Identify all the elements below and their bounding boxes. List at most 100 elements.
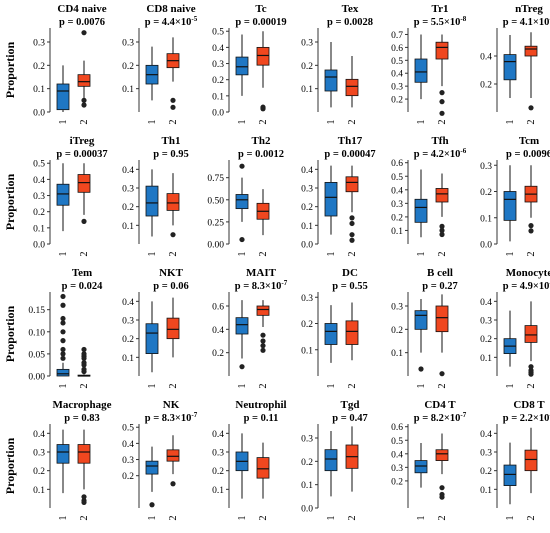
y-tick-label: 0.2	[391, 477, 403, 487]
p-value: p = 0.11	[244, 413, 279, 424]
y-tick-label: 0.1	[480, 354, 492, 364]
y-tick-label: 0.1	[33, 85, 45, 95]
y-tick-label: 0.3	[33, 39, 45, 49]
outlier-point	[60, 329, 66, 335]
outlier-point	[60, 355, 66, 361]
panel: Th17 p = 0.00047 0.0 0.1 0.2 0.3 0.4 1 2	[301, 135, 375, 257]
box-group-2	[77, 444, 91, 464]
panel: Tc p = 0.00019 0.0 0.1 0.2 0.3 0.4 0.5 1 2	[212, 3, 286, 125]
y-tick-label: 0.2	[122, 62, 134, 72]
y-tick-label: 0.3	[391, 200, 403, 210]
outlier-point	[439, 494, 445, 500]
box-group-1	[235, 56, 249, 76]
outlier-point	[60, 346, 66, 353]
outlier-point	[528, 228, 534, 234]
y-tick-label: 0.3	[301, 39, 313, 49]
y-tick-label: 0.1	[301, 85, 313, 95]
y-tick-label: 0.6	[212, 303, 224, 313]
y-tick-label: 0.0	[212, 109, 224, 119]
panel-title: Neutrophil	[235, 399, 286, 411]
x-tick-label: 2	[79, 384, 90, 389]
outlier-point	[81, 499, 87, 505]
x-tick-label: 1	[58, 516, 69, 521]
box-group-2	[524, 325, 538, 343]
outlier-point	[260, 106, 266, 112]
outlier-point	[439, 371, 445, 377]
y-tick-label: 0.4	[33, 430, 45, 440]
p-value: p = 4.9×10-6	[503, 279, 550, 292]
outlier-point	[439, 485, 445, 491]
x-tick-label: 1	[58, 384, 69, 389]
outlier-point	[260, 338, 266, 344]
y-tick-label: 0.15	[28, 306, 45, 316]
y-tick-label: 0.2	[480, 335, 492, 345]
x-tick-label: 1	[237, 516, 248, 521]
box-group-2	[524, 449, 538, 472]
p-value: p = 0.83	[64, 413, 99, 424]
y-tick-label: 0.2	[480, 188, 492, 198]
panel-title: iTreg	[70, 135, 95, 147]
box-group-1	[56, 83, 70, 111]
p-value: p = 8.2×10-7	[414, 411, 467, 424]
outlier-point	[60, 320, 66, 326]
panel: DC p = 0.55 0.1 0.2 0.3 1 2	[301, 267, 368, 389]
box-group-1	[56, 368, 70, 377]
y-tick-label: 0.2	[391, 326, 403, 336]
box-group-1	[235, 194, 249, 210]
panel-title: Tcm	[519, 135, 539, 147]
x-tick-label: 1	[237, 252, 248, 257]
y-tick-label: 0.3	[122, 456, 134, 466]
p-value: p = 0.95	[153, 149, 188, 160]
x-tick-label: 1	[326, 384, 337, 389]
box-group-1	[324, 323, 338, 345]
box-group-1	[56, 444, 70, 464]
x-tick-label: 2	[437, 252, 448, 257]
panel: CD4 Tp = 8.2×10-7 0.2 0.3 0.4 0.5 0.6 1 2	[391, 399, 467, 521]
panel: Neutrophil p = 0.11 0.1 0.2 0.3 0.4 1 2	[212, 399, 286, 521]
y-tick-label: 0.2	[480, 467, 492, 477]
x-tick-label: 2	[79, 516, 90, 521]
y-tick-label: 0.1	[480, 214, 492, 224]
outlier-point	[60, 302, 66, 308]
y-tick-label: 0.1	[301, 346, 313, 356]
panel-title: CD4 T	[424, 399, 456, 411]
box-group-2	[256, 305, 270, 316]
y-tick-label: 0.1	[301, 222, 313, 232]
y-tick-label: 0.0	[33, 241, 45, 251]
y-tick-label: 0.4	[122, 440, 134, 450]
panel-title: MAIT	[246, 267, 277, 279]
y-tick-label: 0.2	[301, 62, 313, 72]
outlier-point	[349, 220, 355, 227]
y-tick-label: 0.2	[212, 76, 224, 86]
y-tick-label: 0.5	[391, 57, 403, 67]
panel: B cell p = 0.27 0.1 0.2 0.3 1 2	[391, 267, 458, 389]
x-tick-label: 2	[168, 252, 179, 257]
box-group-2	[166, 193, 180, 211]
outlier-point	[439, 110, 445, 116]
y-tick-label: 0.6	[391, 423, 403, 433]
box-group-2	[166, 449, 180, 462]
panel-title: Th2	[252, 135, 271, 147]
y-tick-label: 0.3	[301, 435, 313, 445]
x-tick-label: 1	[147, 120, 158, 125]
outlier-point	[439, 90, 445, 96]
panel: Th1 p = 0.95 0.1 0.2 0.3 0.4 1 2	[122, 135, 189, 257]
y-tick-label: 0.3	[122, 317, 134, 327]
x-tick-label: 2	[258, 516, 269, 521]
y-tick-label: 0.4	[480, 430, 492, 440]
panel: Tcm p = 0.0096 0.0 0.1 0.2 0.3 1 2	[480, 135, 550, 257]
box-group-1	[414, 198, 428, 223]
x-tick-label: 2	[347, 516, 358, 521]
y-tick-label: 0.75	[207, 174, 224, 184]
panel-title: Monocyte	[506, 267, 550, 279]
x-tick-label: 2	[526, 384, 537, 389]
outlier-point	[81, 218, 87, 224]
x-tick-label: 2	[258, 120, 269, 125]
p-value: p = 4.4×10-5	[145, 15, 198, 28]
y-tick-label: 0.1	[122, 222, 134, 232]
y-tick-label: 0.4	[391, 70, 403, 80]
p-value: p = 0.55	[332, 281, 367, 292]
